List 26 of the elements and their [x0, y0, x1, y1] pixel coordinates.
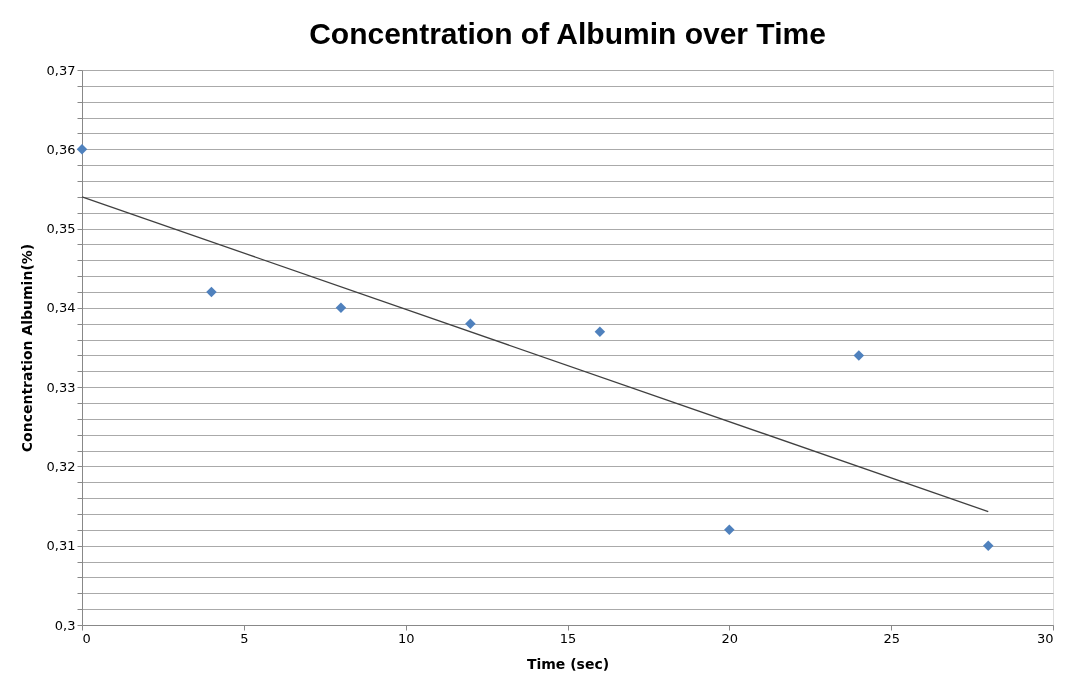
- y-tick-label: 0,33: [46, 379, 76, 395]
- point: [983, 540, 994, 551]
- x-tick-label: 25: [883, 630, 900, 646]
- y-tick-label: 0,32: [46, 458, 76, 474]
- y-tick-label: 0,3: [54, 617, 76, 633]
- point: [853, 350, 865, 361]
- y-tick-label: 0,37: [46, 62, 76, 78]
- x-axis-title: Time (sec): [526, 655, 610, 672]
- point: [724, 524, 735, 536]
- point: [206, 286, 217, 298]
- y-tick-label: 0,36: [46, 141, 76, 157]
- point: [594, 326, 606, 337]
- x-tick-label: 5: [240, 630, 249, 646]
- x-tick-label: 20: [721, 630, 739, 646]
- y-tick-label: 0,31: [46, 538, 76, 554]
- chart-title: Concentration of Albumin over Time: [309, 17, 826, 50]
- y-tick-label: 0,35: [46, 221, 76, 237]
- x-tick-label: 0: [82, 630, 91, 646]
- y-tick-label: 0,34: [46, 300, 76, 316]
- point: [335, 302, 347, 314]
- x-tick-label: 10: [397, 630, 415, 646]
- point: [465, 318, 476, 329]
- y-axis-title: Concentration Albumin(%): [18, 243, 35, 453]
- x-tick-label: 30: [1036, 630, 1054, 646]
- point: [76, 144, 88, 155]
- x-tick-label: 15: [559, 630, 577, 646]
